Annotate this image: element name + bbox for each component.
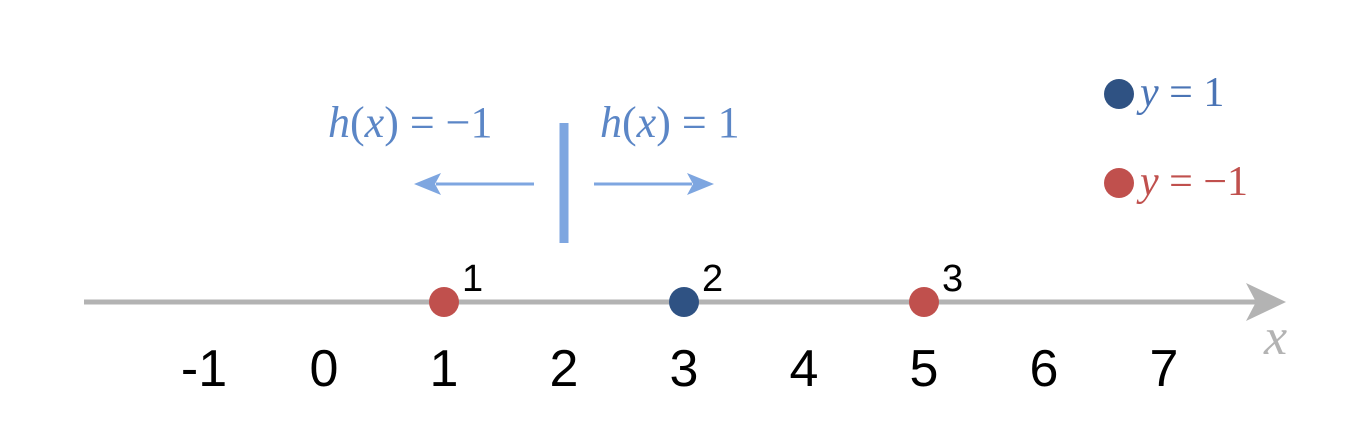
tick-label: 2 xyxy=(550,340,579,398)
data-point xyxy=(429,287,459,317)
legend: y = 1 y = −1 xyxy=(1104,70,1248,205)
data-points: 1 2 3 xyxy=(429,258,963,317)
data-point-label: 1 xyxy=(462,258,483,300)
tick-labels: -1 0 1 2 3 4 5 6 7 xyxy=(181,340,1179,398)
tick-label: 1 xyxy=(430,340,459,398)
tick-label: -1 xyxy=(181,340,227,398)
right-region-label: h(x) = 1 xyxy=(600,98,740,147)
tick-label: 3 xyxy=(670,340,699,398)
data-point xyxy=(669,287,699,317)
left-region-label: h(x) = −1 xyxy=(328,98,493,147)
legend-marker-negative xyxy=(1104,168,1134,198)
legend-label-positive: y = 1 xyxy=(1136,70,1224,116)
tick-label: 6 xyxy=(1030,340,1059,398)
tick-label: 0 xyxy=(310,340,339,398)
data-point-label: 2 xyxy=(702,258,723,300)
left-arrow xyxy=(414,173,534,195)
x-axis-arrowhead xyxy=(1246,283,1286,321)
tick-label: 4 xyxy=(790,340,819,398)
legend-marker-positive xyxy=(1104,79,1134,109)
data-point-label: 3 xyxy=(942,258,963,300)
data-point xyxy=(909,287,939,317)
tick-label: 5 xyxy=(910,340,939,398)
right-arrow xyxy=(594,173,714,195)
x-axis-label: x xyxy=(1263,309,1287,366)
tick-label: 7 xyxy=(1150,340,1179,398)
legend-label-negative: y = −1 xyxy=(1136,159,1248,205)
